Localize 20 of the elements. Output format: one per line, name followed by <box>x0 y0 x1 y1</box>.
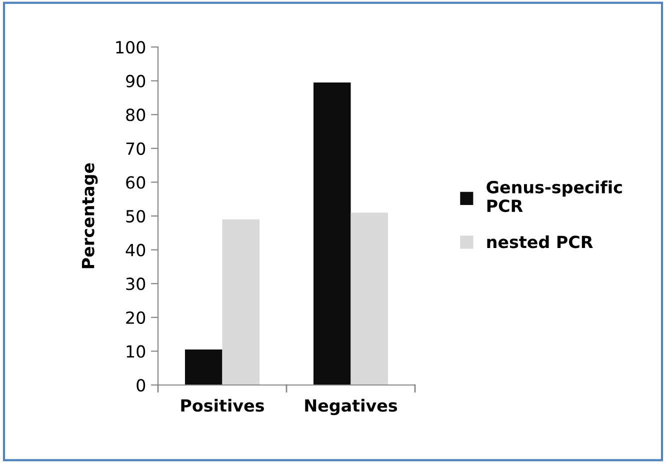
y-tick-label: 70 <box>126 142 146 155</box>
bar <box>222 219 260 385</box>
y-tick-label: 30 <box>126 278 146 290</box>
y-axis-title: Percentage <box>82 163 98 268</box>
bar <box>184 350 222 385</box>
y-tick-label: 60 <box>126 176 146 189</box>
y-tick-label: 50 <box>126 210 146 223</box>
x-tick-label: Positives <box>181 398 264 412</box>
y-tick-label: 40 <box>126 244 146 256</box>
y-tick-label: 80 <box>126 108 146 122</box>
y-tick-label: 10 <box>126 345 146 358</box>
y-tick-label: 20 <box>126 311 146 324</box>
y-tick-label: 90 <box>126 74 146 88</box>
y-tick-label: 0 <box>136 378 146 392</box>
bar <box>350 212 388 385</box>
legend-label: Genus-specific PCR <box>486 180 622 212</box>
x-tick-label: Negatives <box>305 398 398 416</box>
legend-label: nested PCR <box>487 235 593 248</box>
y-tick-label: 100 <box>116 40 146 54</box>
bar <box>313 82 351 385</box>
